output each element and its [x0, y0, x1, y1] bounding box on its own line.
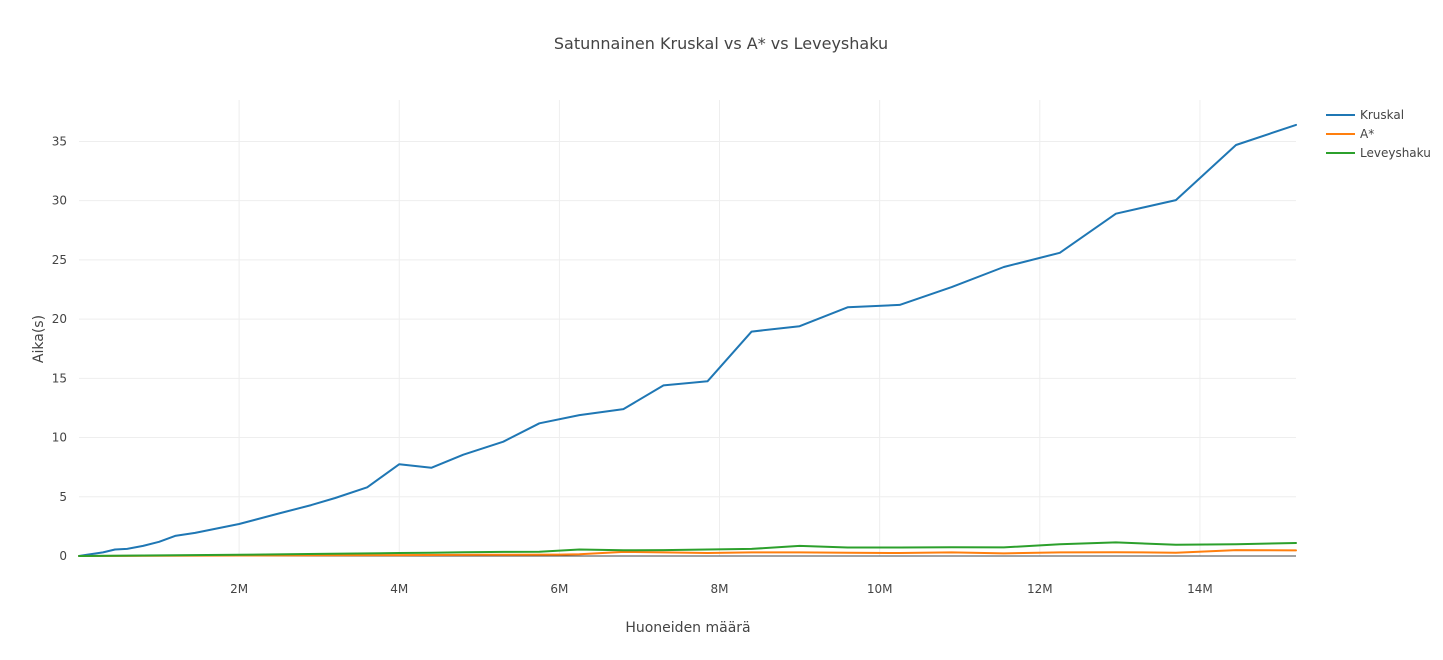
legend-label: A*	[1360, 127, 1374, 141]
series-lines	[78, 123, 1297, 557]
x-tick-label: 14M	[1187, 582, 1213, 596]
legend-item[interactable]: Kruskal	[1326, 108, 1404, 122]
y-tick-label: 0	[59, 549, 67, 563]
series-line-leveyshaku	[78, 541, 1297, 557]
y-tick-label: 35	[52, 134, 67, 148]
series-line-kruskal	[78, 123, 1297, 557]
x-tick-label: 6M	[550, 582, 568, 596]
legend-item[interactable]: A*	[1326, 127, 1374, 141]
y-tick-label: 15	[52, 371, 67, 385]
y-tick-label: 25	[52, 253, 67, 267]
grid	[79, 100, 1296, 556]
x-tick-label: 2M	[230, 582, 248, 596]
x-axis-title: Huoneiden määrä	[625, 620, 750, 636]
axes: 2M 4M 6M 8M 10M 12M 14M 0 5 10 15 20 25 30 35	[52, 134, 1296, 596]
chart-title: Satunnainen Kruskal vs A* vs Leveyshaku	[554, 34, 888, 53]
y-tick-label: 10	[52, 431, 67, 445]
legend-item[interactable]: Leveyshaku	[1326, 146, 1431, 160]
legend-label: Kruskal	[1360, 108, 1404, 122]
x-tick-label: 4M	[390, 582, 408, 596]
x-tick-label: 10M	[867, 582, 893, 596]
y-tick-label: 30	[52, 194, 67, 208]
y-tick-label: 5	[59, 490, 67, 504]
x-tick-label: 12M	[1027, 582, 1053, 596]
y-tick-label: 20	[52, 312, 67, 326]
legend[interactable]: Kruskal A* Leveyshaku	[1326, 108, 1431, 160]
legend-label: Leveyshaku	[1360, 146, 1431, 160]
y-axis-title: Aika(s)	[31, 315, 47, 363]
series-line-a	[78, 549, 1297, 557]
x-tick-label: 8M	[711, 582, 729, 596]
